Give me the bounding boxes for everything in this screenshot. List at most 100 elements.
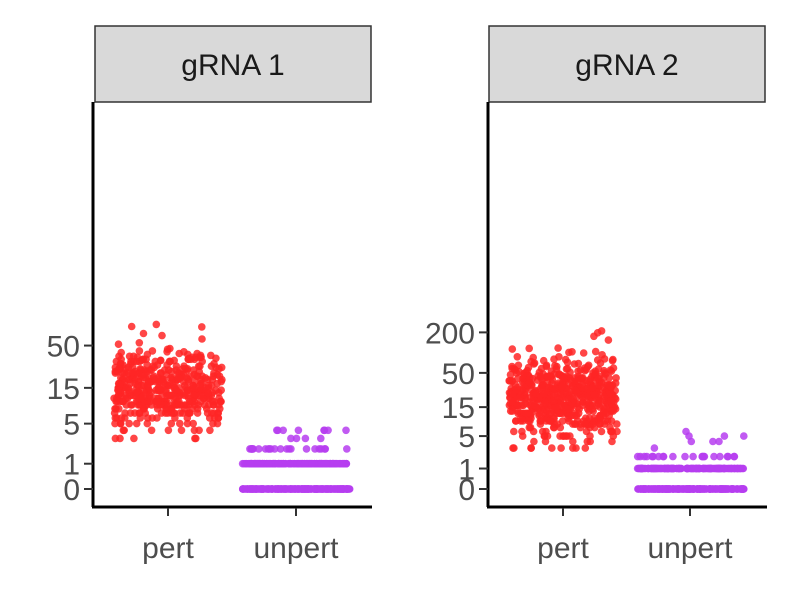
facet-strip-grna-1 [94, 25, 372, 103]
data-point-pert [506, 390, 515, 398]
data-point-pert [577, 374, 586, 382]
data-point-pert [574, 367, 582, 376]
data-point-pert [569, 437, 577, 446]
data-point-pert [605, 411, 613, 420]
data-point-pert [114, 386, 122, 395]
data-point-pert [543, 372, 552, 381]
data-point-pert [556, 423, 565, 432]
data-point-unpert [698, 452, 707, 461]
data-point-pert [521, 409, 530, 418]
data-point-pert [583, 437, 592, 446]
data-point-pert [208, 375, 217, 384]
data-point-pert [182, 384, 191, 392]
data-point-unpert [737, 485, 745, 493]
data-point-pert [196, 351, 205, 360]
points-layer-grna-2 [505, 327, 748, 493]
x-tick-label: unpert [647, 532, 733, 565]
data-point-pert [542, 362, 551, 371]
data-point-pert [143, 361, 151, 369]
data-point-pert [127, 322, 136, 331]
data-point-pert [148, 414, 157, 422]
data-point-pert [181, 365, 190, 373]
data-point-pert [117, 348, 125, 357]
data-point-pert [530, 437, 538, 446]
data-point-unpert [644, 464, 653, 473]
data-point-pert [137, 394, 146, 403]
data-point-unpert [308, 459, 316, 468]
data-point-unpert [273, 426, 281, 435]
data-point-unpert [682, 427, 690, 436]
data-point-unpert [264, 459, 273, 468]
data-point-pert [164, 426, 173, 435]
data-point-pert [126, 359, 135, 368]
data-point-unpert [338, 459, 347, 468]
data-point-unpert [311, 445, 319, 453]
data-point-pert [521, 399, 530, 408]
data-point-pert [137, 381, 146, 390]
data-point-pert [591, 347, 600, 356]
data-point-pert [557, 444, 565, 452]
data-point-unpert [657, 464, 666, 473]
data-point-pert [527, 409, 536, 418]
data-point-unpert [317, 485, 325, 493]
data-point-pert [518, 427, 526, 436]
data-point-pert [188, 397, 197, 406]
data-point-pert [548, 444, 556, 452]
data-point-unpert [659, 485, 668, 493]
data-point-pert [148, 347, 157, 355]
y-tick-label: 5 [63, 409, 80, 442]
data-point-unpert [729, 485, 738, 493]
data-point-pert [126, 409, 135, 417]
data-point-unpert [276, 445, 285, 453]
data-point-pert [526, 374, 534, 382]
data-point-unpert [300, 459, 309, 468]
data-point-pert [565, 411, 573, 420]
data-point-pert [126, 379, 134, 388]
data-point-unpert [638, 464, 646, 473]
data-point-unpert [317, 445, 326, 453]
data-point-pert [163, 348, 171, 356]
data-point-pert [541, 399, 549, 408]
data-point-unpert [730, 452, 738, 461]
points-layer-grna-1 [110, 320, 354, 493]
data-point-pert [508, 345, 517, 353]
data-point-pert [556, 409, 564, 418]
data-point-pert [571, 420, 580, 428]
data-point-pert [172, 386, 180, 395]
data-point-pert [526, 385, 535, 394]
data-point-pert [606, 382, 615, 391]
data-point-pert [599, 409, 608, 418]
data-point-pert [565, 348, 573, 357]
data-point-pert [594, 374, 603, 383]
data-point-pert [571, 386, 579, 395]
data-point-unpert [297, 485, 306, 493]
data-point-pert [212, 363, 220, 372]
data-point-pert [596, 420, 604, 428]
data-point-pert [177, 426, 186, 435]
data-point-pert [508, 362, 516, 371]
data-point-pert [525, 344, 533, 353]
data-point-pert [117, 414, 126, 422]
data-point-pert [581, 420, 589, 428]
data-point-pert [205, 414, 214, 422]
data-point-pert [172, 362, 181, 371]
data-point-unpert [643, 485, 652, 493]
data-point-pert [570, 360, 579, 368]
data-point-pert [512, 369, 521, 377]
y-tick-label: 1 [458, 454, 475, 487]
data-point-pert [142, 355, 150, 364]
data-point-unpert [633, 452, 642, 461]
x-tick-label: pert [537, 532, 589, 565]
data-point-pert [550, 390, 559, 398]
data-point-pert [549, 423, 558, 432]
data-point-pert [114, 340, 123, 349]
data-point-unpert [322, 459, 330, 468]
data-point-pert [550, 355, 558, 364]
data-point-unpert [715, 437, 723, 446]
data-point-pert [537, 417, 545, 425]
